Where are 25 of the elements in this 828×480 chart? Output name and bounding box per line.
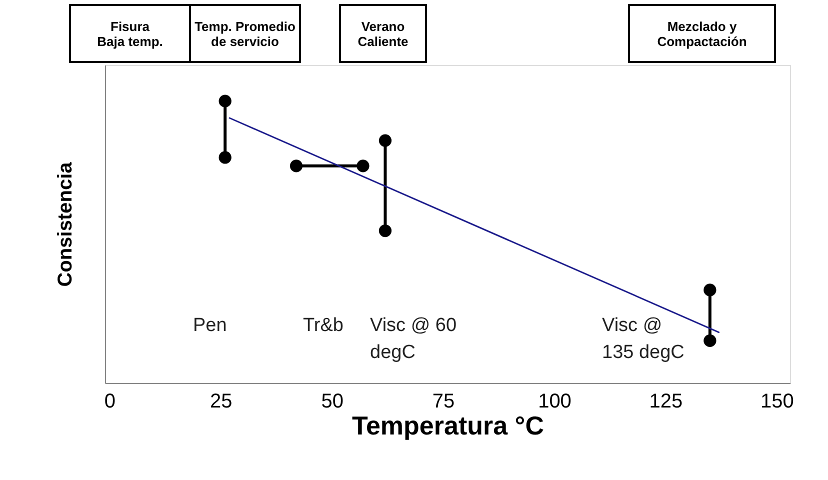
point — [378, 224, 392, 238]
point — [704, 284, 716, 296]
point — [704, 334, 716, 348]
x-tick-label: 100 — [538, 390, 572, 412]
point — [218, 151, 232, 164]
text: Mezclado y Compactación — [657, 19, 747, 49]
point — [356, 160, 370, 172]
x-tick-label: 50 — [321, 390, 344, 412]
point — [378, 134, 392, 147]
annotation: Visc @ 60 degC — [370, 315, 457, 363]
x-tick-label: 0 — [104, 390, 116, 412]
x-tick-label: 150 — [760, 390, 794, 412]
text: Verano Caliente — [358, 19, 408, 49]
point — [290, 160, 303, 172]
point — [218, 94, 232, 108]
annotation: Visc @ 135 degC — [602, 315, 684, 363]
y-axis-title: Consistencia — [54, 161, 76, 287]
x-tick-label: 125 — [649, 390, 683, 412]
x-axis-title: Temperatura °C — [352, 410, 544, 440]
text: Temp. Promedio de servicio — [194, 19, 296, 49]
x-tick-label: 75 — [432, 390, 455, 412]
x-tick-label: 25 — [210, 390, 232, 412]
annotation: Pen — [193, 315, 227, 336]
annotation: Tr&b — [303, 315, 344, 336]
text: Fisura Baja temp. — [97, 19, 163, 49]
